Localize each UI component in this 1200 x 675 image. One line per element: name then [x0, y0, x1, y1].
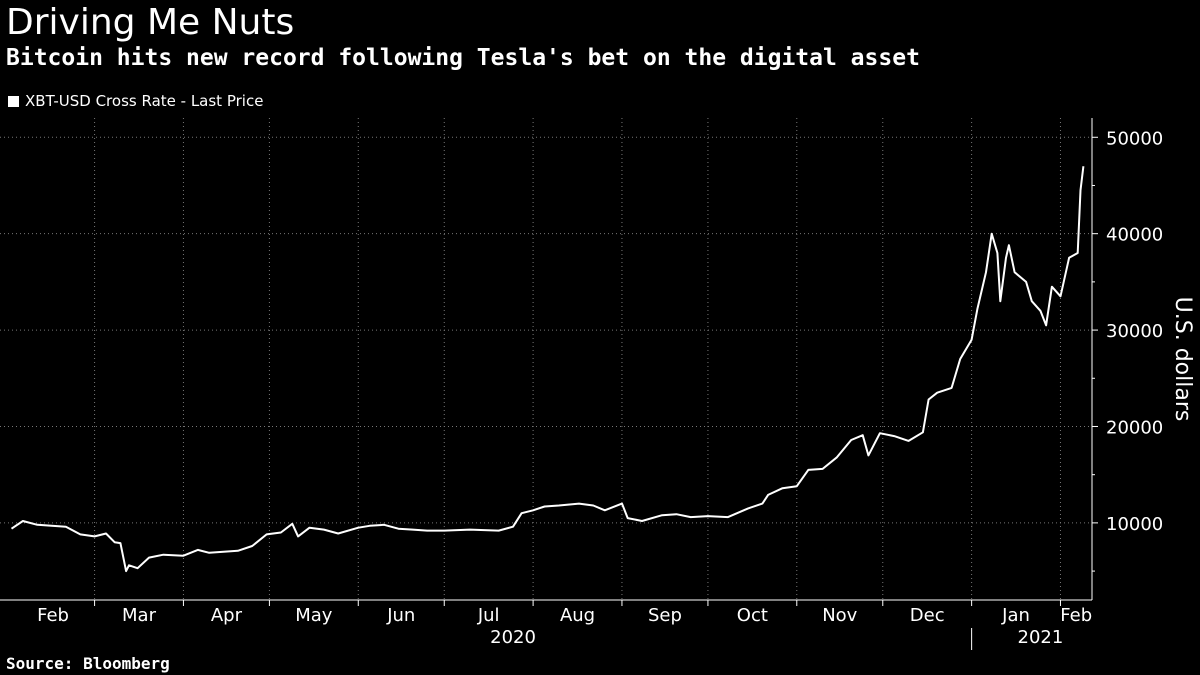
chart-subtitle: Bitcoin hits new record following Tesla'…	[6, 45, 920, 71]
y-axis-title: U.S. dollars	[1170, 297, 1195, 422]
x-year-label: 2021	[1018, 627, 1064, 648]
x-tick-label: Oct	[737, 605, 768, 626]
series-line	[10, 166, 1085, 573]
x-tick-label: Nov	[822, 605, 857, 626]
y-tick-label: 30000	[1106, 321, 1163, 342]
y-tick-label: 50000	[1106, 128, 1163, 149]
chart-title: Driving Me Nuts	[6, 2, 295, 43]
x-tick-label: Jun	[386, 605, 415, 626]
y-tick-label: 40000	[1106, 225, 1163, 246]
legend: XBT-USD Cross Rate - Last Price	[8, 92, 263, 110]
x-tick-label: Dec	[910, 605, 945, 626]
x-tick-label: Jul	[477, 605, 500, 626]
x-tick-label: Sep	[648, 605, 682, 626]
x-tick-label: Mar	[122, 605, 157, 626]
x-tick-label: Jan	[1001, 605, 1030, 626]
x-tick-label: Apr	[211, 605, 243, 626]
legend-label: XBT-USD Cross Rate - Last Price	[25, 92, 264, 110]
x-tick-label: May	[295, 605, 333, 626]
x-year-label: 2020	[490, 627, 536, 648]
x-tick-label: Feb	[37, 605, 69, 626]
x-tick-label: Aug	[560, 605, 595, 626]
y-tick-label: 20000	[1106, 417, 1163, 438]
source-note: Source: Bloomberg	[6, 654, 170, 673]
y-tick-label: 10000	[1106, 514, 1163, 535]
x-tick-label: Feb	[1060, 605, 1092, 626]
legend-swatch	[8, 95, 19, 107]
